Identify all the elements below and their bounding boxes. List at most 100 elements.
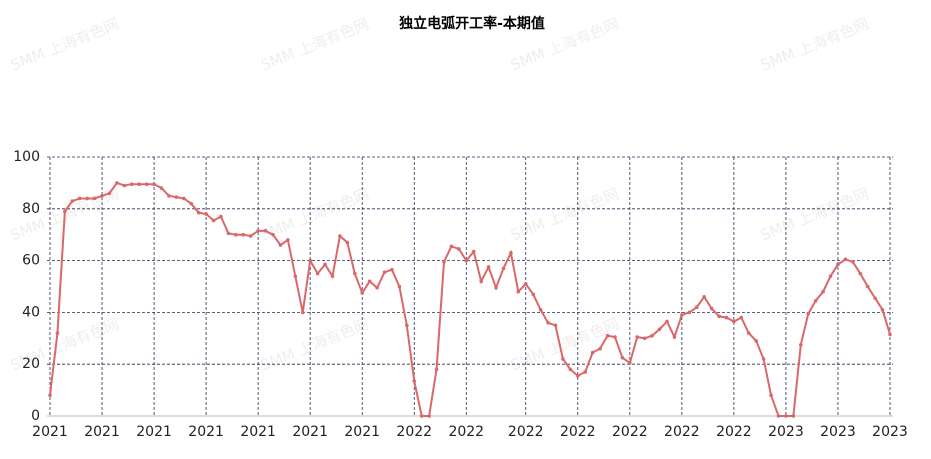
point (382, 270, 387, 275)
point (226, 231, 231, 236)
point (256, 229, 260, 233)
point (843, 257, 848, 262)
point (761, 357, 766, 361)
x-tick-label: 2022 (612, 424, 648, 440)
point (657, 327, 662, 332)
point (776, 414, 781, 418)
point (813, 298, 818, 303)
point (248, 234, 253, 238)
x-tick-label: 2021 (136, 424, 172, 440)
chart-title: 独立电弧开工率-本期值 (399, 15, 545, 32)
point (48, 393, 52, 398)
point (739, 315, 744, 320)
point (880, 308, 885, 312)
point (583, 370, 588, 374)
point (122, 183, 127, 188)
point (746, 331, 751, 335)
point (211, 218, 216, 223)
point (271, 232, 275, 237)
point (70, 199, 75, 203)
series-line (49, 181, 891, 417)
point (85, 196, 89, 201)
watermark: SMM 上海有色网 (258, 185, 372, 245)
point (836, 262, 840, 267)
point (159, 186, 164, 190)
x-tick-label: 2022 (664, 424, 700, 440)
point (352, 271, 357, 276)
point (605, 333, 610, 338)
point (888, 332, 892, 337)
point (115, 181, 119, 185)
y-tick-label: 80 (22, 201, 40, 217)
x-tick-label: 2022 (560, 424, 596, 440)
point (732, 319, 736, 324)
point (182, 196, 186, 201)
point (412, 379, 417, 383)
x-tick-label: 2023 (768, 424, 804, 440)
point (806, 311, 811, 316)
point (92, 196, 97, 201)
y-tick-label: 100 (13, 149, 40, 165)
point (702, 295, 706, 299)
x-tick-label: 2021 (240, 424, 276, 440)
point (538, 308, 543, 312)
point (427, 414, 431, 418)
point (709, 306, 714, 311)
point (665, 319, 669, 324)
point (107, 191, 112, 196)
point (338, 234, 342, 238)
point (523, 282, 528, 286)
point (129, 182, 134, 186)
point (590, 350, 595, 355)
point (234, 232, 238, 237)
point (464, 258, 469, 263)
y-tick-label: 20 (22, 356, 40, 372)
x-tick-label: 2021 (84, 424, 120, 440)
point (598, 346, 602, 351)
point (263, 229, 268, 233)
point (798, 342, 803, 347)
point (858, 271, 863, 276)
point (449, 244, 454, 249)
watermark: SMM 上海有色网 (508, 185, 622, 245)
x-tick-label: 2021 (344, 424, 380, 440)
x-tick-label: 2021 (188, 424, 224, 440)
point (494, 285, 498, 290)
point (144, 182, 149, 186)
x-tick-label: 2023 (820, 424, 856, 440)
point (204, 212, 208, 216)
point (196, 210, 201, 215)
watermark: SMM 上海有色网 (258, 315, 372, 375)
x-tick-label: 2022 (508, 424, 544, 440)
point (568, 367, 573, 372)
point (63, 209, 67, 214)
point (642, 336, 647, 341)
x-tick-label: 2023 (872, 424, 908, 440)
point (635, 335, 640, 339)
point (405, 323, 409, 328)
point (167, 194, 171, 198)
point (345, 240, 350, 245)
point (531, 292, 535, 297)
point (419, 414, 424, 418)
point (397, 284, 402, 289)
point (152, 182, 156, 186)
point (650, 333, 654, 338)
point (575, 374, 580, 378)
point (754, 339, 758, 343)
point (553, 323, 558, 328)
point (137, 182, 142, 186)
point (442, 260, 446, 264)
point (100, 194, 104, 198)
watermark: SMM 上海有色网 (8, 15, 122, 75)
watermark: SMM 上海有色网 (758, 15, 872, 75)
point (471, 249, 476, 254)
point (821, 289, 825, 294)
point (509, 251, 513, 255)
point (516, 289, 521, 294)
point (791, 414, 796, 418)
point (546, 320, 550, 325)
point (769, 393, 773, 398)
point (784, 414, 788, 418)
